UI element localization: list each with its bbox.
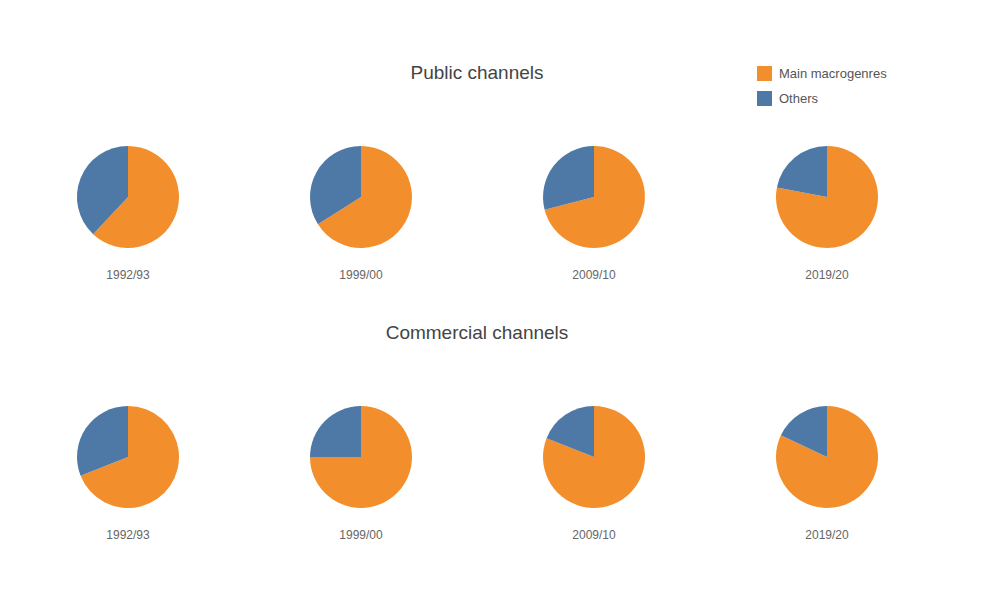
pie — [310, 146, 412, 248]
legend: Main macrogenres Others — [757, 66, 887, 106]
pie — [543, 146, 645, 248]
pie-slice — [777, 146, 827, 197]
chart: Public channels 1992/93 1999/00 2009/10 2019… — [0, 0, 1000, 600]
pie-slice — [776, 406, 878, 508]
pie-slice — [776, 146, 878, 248]
pie-slice — [77, 146, 128, 234]
group-title: Commercial channels — [386, 322, 569, 343]
legend-label: Main macrogenres — [779, 66, 887, 81]
pie-slice — [77, 406, 128, 476]
legend-swatch — [757, 66, 772, 81]
pie-label: 2019/20 — [805, 528, 849, 542]
legend-label: Others — [779, 91, 819, 106]
pie-label: 1992/93 — [106, 528, 150, 542]
pie — [543, 406, 645, 508]
pie — [776, 406, 878, 508]
pie-slice — [543, 146, 594, 210]
pie-slice — [781, 406, 827, 457]
pie-label: 1999/00 — [339, 268, 383, 282]
pie — [77, 146, 179, 248]
pie-slice — [310, 406, 361, 457]
pie-label: 2009/10 — [572, 268, 616, 282]
pie-slice — [547, 406, 594, 457]
pie-slice — [310, 146, 361, 224]
pie-label: 2009/10 — [572, 528, 616, 542]
group-title: Public channels — [410, 62, 543, 83]
pie-slice — [310, 406, 412, 508]
pie-slice — [543, 406, 645, 508]
legend-swatch — [757, 91, 772, 106]
pie-label: 1999/00 — [339, 528, 383, 542]
pie — [77, 406, 179, 508]
pie-label: 2019/20 — [805, 268, 849, 282]
pie-label: 1992/93 — [106, 268, 150, 282]
pie — [776, 146, 878, 248]
pie — [310, 406, 412, 508]
